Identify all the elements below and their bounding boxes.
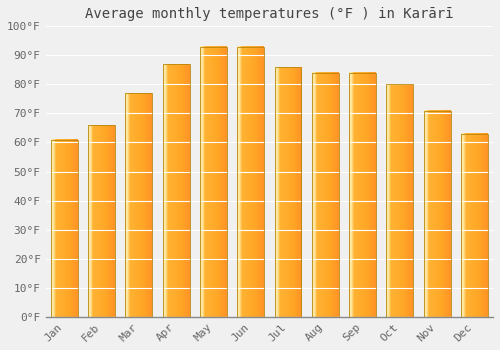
Bar xyxy=(162,64,190,317)
Bar xyxy=(424,111,450,317)
Bar xyxy=(461,134,488,317)
Bar xyxy=(126,93,152,317)
Bar xyxy=(274,67,301,317)
Bar xyxy=(200,47,227,317)
Bar xyxy=(237,47,264,317)
Bar xyxy=(51,140,78,317)
Title: Average monthly temperatures (°F ) in Karārī: Average monthly temperatures (°F ) in Ka… xyxy=(85,7,454,21)
Bar xyxy=(312,73,338,317)
Bar xyxy=(88,125,115,317)
Bar xyxy=(386,84,413,317)
Bar xyxy=(349,73,376,317)
